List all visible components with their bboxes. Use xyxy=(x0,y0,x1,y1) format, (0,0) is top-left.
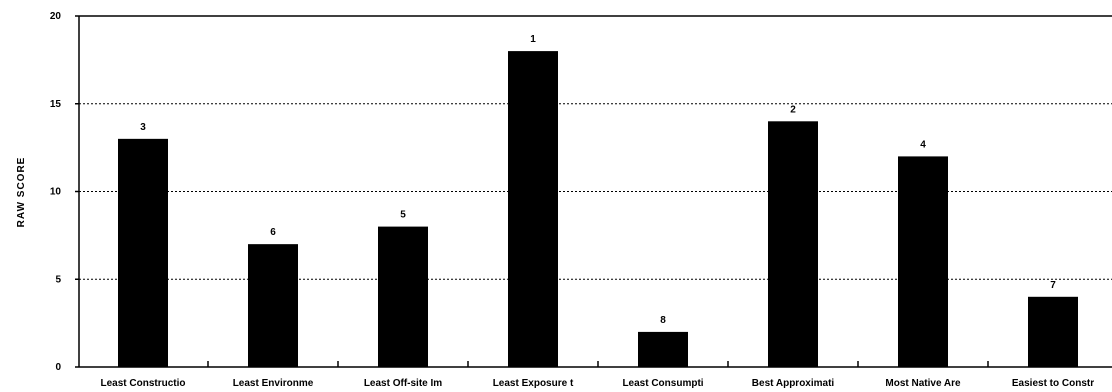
data-label-8: 7 xyxy=(1050,280,1056,291)
bars xyxy=(118,51,1078,367)
y-tick-label-20: 20 xyxy=(50,11,62,22)
data-label-5: 8 xyxy=(660,315,666,326)
bar-4 xyxy=(508,51,558,367)
y-tick-label-5: 5 xyxy=(55,274,61,285)
bar-1 xyxy=(118,138,168,367)
bar-3 xyxy=(378,226,428,367)
bar-8 xyxy=(1028,296,1078,367)
category-label-7: Most Native Are xyxy=(885,378,961,389)
grid-lines xyxy=(79,103,1112,280)
data-label-6: 2 xyxy=(790,104,796,115)
bar-5 xyxy=(638,331,688,367)
x-tick-marks xyxy=(207,361,989,367)
y-tick-label-10: 10 xyxy=(50,187,62,198)
category-label-5: Least Consumpti xyxy=(622,378,703,389)
category-labels: Least Constructio Least Environme Least Of… xyxy=(100,378,1094,389)
y-tick-labels: 0 5 10 15 20 xyxy=(50,11,79,373)
data-label-3: 5 xyxy=(400,210,406,221)
data-label-1: 3 xyxy=(140,122,146,133)
y-tick-label-0: 0 xyxy=(55,362,61,373)
category-label-8: Easiest to Constr xyxy=(1012,378,1094,389)
data-label-2: 6 xyxy=(270,227,276,238)
category-label-1: Least Constructio xyxy=(100,378,185,389)
data-label-7: 4 xyxy=(920,139,926,150)
category-label-3: Least Off-site Im xyxy=(364,378,442,389)
y-tick-label-15: 15 xyxy=(50,99,62,110)
category-label-2: Least Environme xyxy=(233,378,314,389)
y-axis-title: RAW SCORE xyxy=(16,157,27,228)
bar-2 xyxy=(248,244,298,367)
data-labels: 3 6 5 1 8 2 4 7 xyxy=(140,34,1056,326)
category-label-4: Least Exposure t xyxy=(493,378,574,389)
category-label-6: Best Approximati xyxy=(752,378,835,389)
bar-7 xyxy=(898,156,948,367)
data-label-4: 1 xyxy=(530,34,536,45)
bar-6 xyxy=(768,121,818,367)
